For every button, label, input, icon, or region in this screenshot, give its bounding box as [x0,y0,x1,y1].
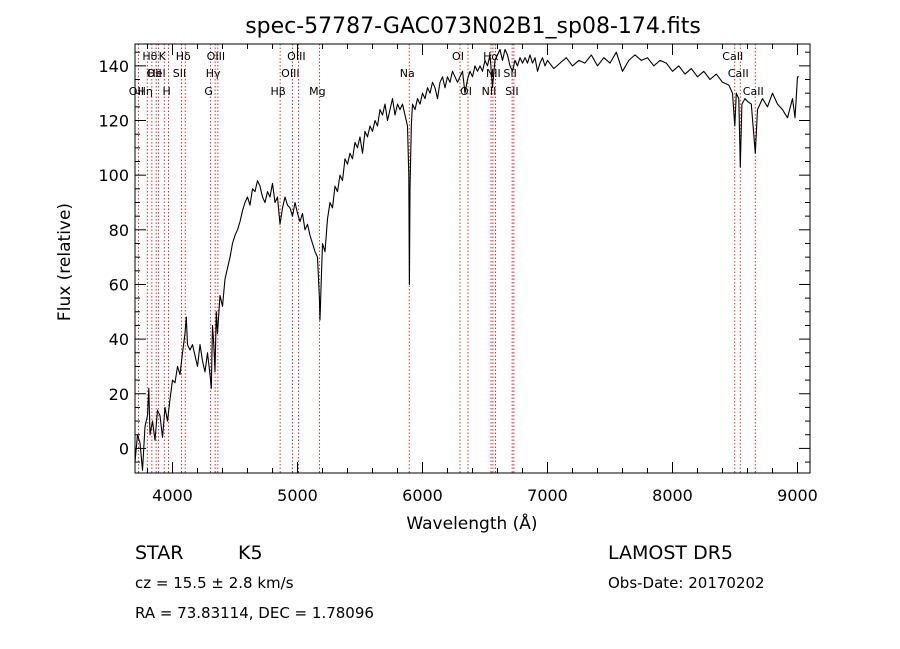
y-tick-label: 120 [98,112,129,131]
chart-title: spec-57787-GAC073N02B1_sp08-174.fits [245,14,701,39]
line-label-14: OIII [287,50,305,63]
y-tick-label: 80 [109,221,129,240]
y-tick-label: 40 [109,330,129,349]
line-label-11: OIII [207,50,225,63]
line-label-18: OI [460,85,472,98]
line-label-5: K [159,50,167,63]
line-label-22: SII [503,67,516,80]
line-label-26: CaII [743,85,764,98]
line-label-12: Hβ [270,85,285,98]
x-tick-label: 9000 [777,486,818,505]
ra-dec: RA = 73.83114, DEC = 1.78096 [135,604,374,622]
line-label-9: G [204,85,213,98]
y-tick-label: 20 [109,385,129,404]
line-label-10: Hγ [206,67,221,80]
redshift-cz: cz = 15.5 ± 2.8 km/s [135,574,294,592]
y-axis-label: Flux (relative) [55,203,75,321]
line-label-23: SII [505,85,518,98]
line-label-2: Hθ [142,50,157,63]
axes: 4000 5000 6000 7000 8000 9000 0 20 40 60 80 100 120 1… [98,43,818,505]
line-label-6: H [162,85,170,98]
y-tick-label: 60 [109,275,129,294]
spectrum-series [134,48,799,471]
emission-line-markers: OIIHηHθOIIHeIKHSIIHδGHγOIIIHβOIIIOIIIMgN… [129,44,764,473]
y-tick-label: 0 [119,439,129,458]
object-class: STAR [135,542,184,564]
x-tick-label: 5000 [277,486,318,505]
line-label-8: Hδ [176,50,191,63]
line-label-17: OI [452,50,464,63]
line-label-0: OII [129,85,144,98]
y-tick-label: 100 [98,166,129,185]
line-label-4: HeI [147,67,165,80]
plot-frame [134,43,811,474]
survey-name: LAMOST DR5 [608,542,733,564]
object-subclass: K5 [238,542,263,564]
x-axis-label: Wavelength (Å) [406,512,537,534]
line-label-15: Mg [309,85,325,98]
line-label-7: SII [173,67,186,80]
x-tick-label: 7000 [527,486,568,505]
line-label-16: Na [400,67,415,80]
line-label-25: CaII [728,67,749,80]
y-tick-label: 140 [98,57,129,76]
x-tick-label: 8000 [652,486,693,505]
spectrum-line-0 [134,48,799,471]
line-label-1: Hη [138,85,153,98]
x-tick-label: 4000 [152,486,193,505]
obs-date: Obs-Date: 20170202 [608,574,765,592]
line-label-19: NII [482,85,497,98]
line-label-24: CaII [722,50,743,63]
x-tick-label: 6000 [402,486,443,505]
line-label-3: OII [147,67,162,80]
line-label-13: OIII [281,67,299,80]
